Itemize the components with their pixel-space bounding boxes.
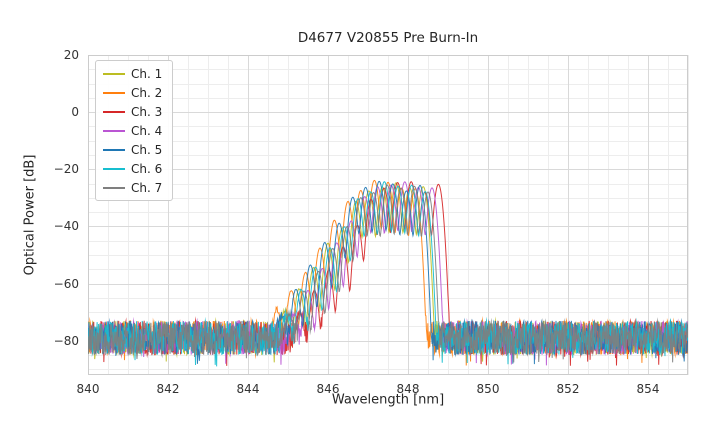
legend-item-ch-7: Ch. 7 xyxy=(103,180,162,195)
legend-line-swatch xyxy=(103,186,125,189)
legend-label: Ch. 2 xyxy=(131,85,163,100)
legend-item-ch-6: Ch. 6 xyxy=(103,161,162,176)
x-tick-label: 854 xyxy=(636,382,660,396)
legend-item-ch-2: Ch. 2 xyxy=(103,85,162,100)
legend-line-swatch xyxy=(103,91,125,94)
legend-line-swatch xyxy=(103,148,125,151)
y-tick-label: −60 xyxy=(53,276,79,291)
x-axis-label: Wavelength [nm] xyxy=(331,392,445,408)
legend-item-ch-3: Ch. 3 xyxy=(103,104,162,119)
y-axis-label: Optical Power [dB] xyxy=(22,154,38,276)
legend-line-swatch xyxy=(103,72,125,75)
y-tick-label: 0 xyxy=(71,105,79,120)
legend-label: Ch. 6 xyxy=(131,161,163,176)
legend: Ch. 1 Ch. 2 Ch. 3 Ch. 4 Ch. 5 Ch. 6 Ch. … xyxy=(95,60,174,201)
y-tick-label: 20 xyxy=(63,48,79,62)
legend-line-swatch xyxy=(103,110,125,113)
y-tick-label: −20 xyxy=(53,162,79,177)
x-tick-label: 848 xyxy=(396,382,420,396)
chart-title: D4677 V20855 Pre Burn-In xyxy=(297,30,479,46)
x-tick-label: 844 xyxy=(236,382,260,396)
y-tick-label: −40 xyxy=(53,219,79,234)
y-tick-label: −80 xyxy=(53,333,79,348)
x-tick-label: 850 xyxy=(476,382,500,396)
legend-item-ch-1: Ch. 1 xyxy=(103,66,162,81)
legend-line-swatch xyxy=(103,167,125,170)
legend-line-swatch xyxy=(103,129,125,132)
legend-label: Ch. 3 xyxy=(131,104,163,119)
legend-label: Ch. 4 xyxy=(131,123,163,138)
legend-item-ch-4: Ch. 4 xyxy=(103,123,162,138)
legend-label: Ch. 7 xyxy=(131,180,163,195)
legend-item-ch-5: Ch. 5 xyxy=(103,142,162,157)
x-tick-label: 840 xyxy=(76,382,100,396)
x-tick-label: 852 xyxy=(556,382,580,396)
x-tick-label: 842 xyxy=(156,382,180,396)
legend-label: Ch. 1 xyxy=(131,66,163,81)
x-tick-label: 846 xyxy=(316,382,340,396)
legend-label: Ch. 5 xyxy=(131,142,163,157)
